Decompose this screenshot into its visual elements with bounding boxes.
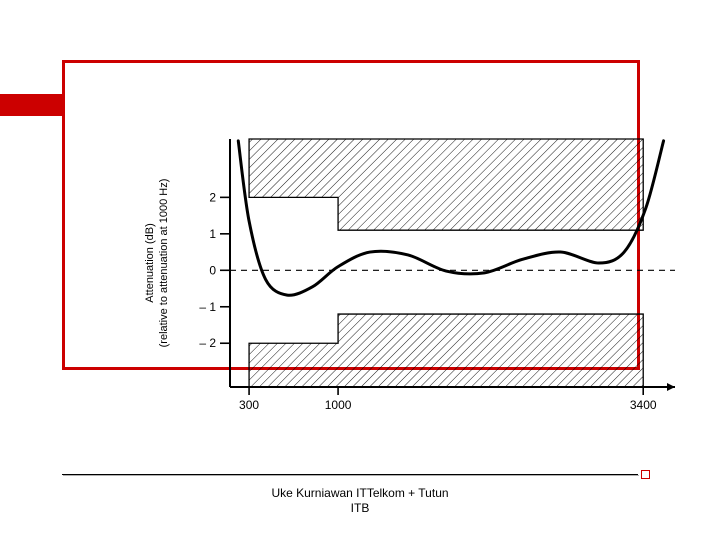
- x-tick-label: 1000: [325, 398, 352, 412]
- y-tick-label: 2: [209, 190, 216, 204]
- footer-credit: Uke Kurniawan ITTelkom + Tutun ITB: [0, 486, 720, 516]
- y-tick-label: – 2: [199, 336, 216, 350]
- footer-divider-shadow: [63, 475, 639, 476]
- y-axis-label-2: (relative to attenuation at 1000 Hz): [158, 179, 170, 348]
- y-tick-label: 0: [209, 263, 216, 277]
- page-root: 2 1 0 – 1 – 2 300 1000 3400 Attenuation (dB)(rel…: [0, 0, 720, 540]
- footer-line2: ITB: [351, 501, 370, 515]
- corner-marker-icon: [641, 470, 650, 479]
- chart-frame: 210– 1– 230010003400Attenuation (dB)(rel…: [62, 60, 640, 370]
- attenuation-chart: 2 1 0 – 1 – 2 300 1000 3400 Attenuation (dB)(rel…: [135, 129, 695, 425]
- x-axis-arrow-icon: [667, 383, 675, 391]
- y-tick-label: – 1: [199, 300, 216, 314]
- x-tick-label: 3400: [630, 398, 657, 412]
- y-axis-label-1: Attenuation (dB): [144, 223, 156, 303]
- x-tick-label: 300: [239, 398, 259, 412]
- lower-tolerance-band: [249, 314, 643, 387]
- upper-tolerance-band: [249, 139, 643, 230]
- footer-line1: Uke Kurniawan ITTelkom + Tutun: [271, 486, 448, 500]
- y-tick-label: 1: [209, 227, 216, 241]
- accent-bar: [0, 94, 62, 116]
